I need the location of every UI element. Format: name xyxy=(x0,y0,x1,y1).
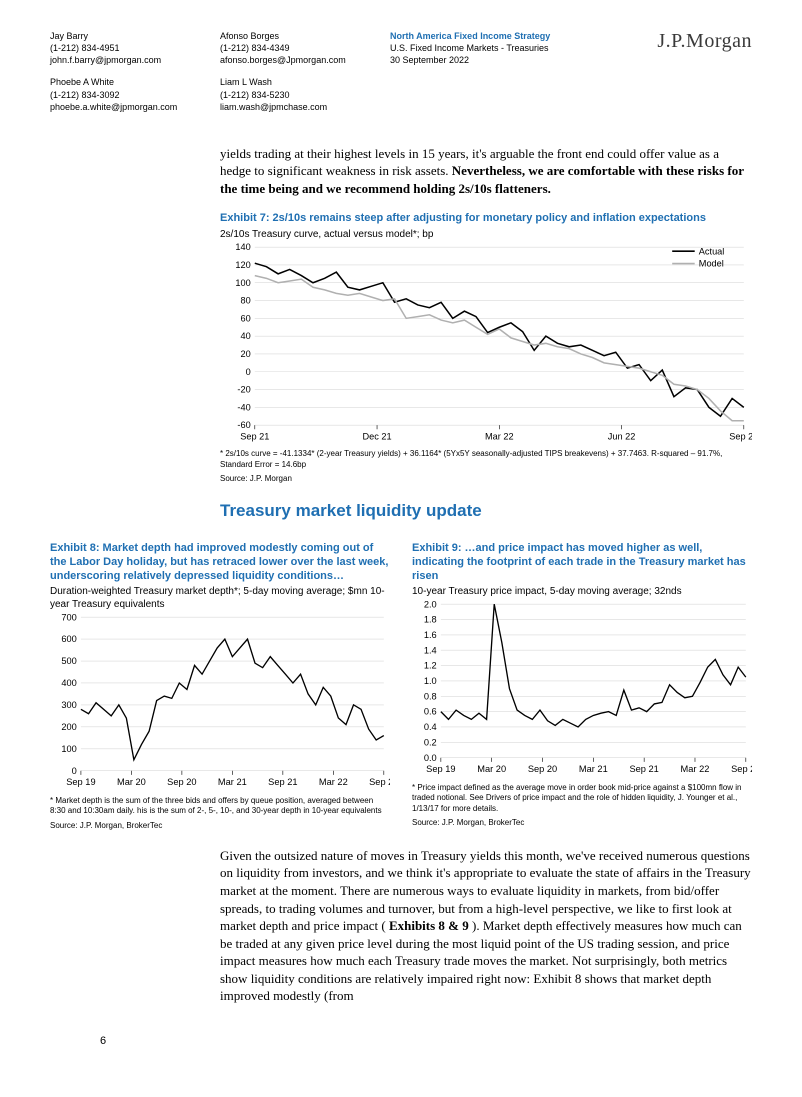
exhibit-row: Exhibit 8: Market depth had improved mod… xyxy=(50,527,752,831)
exhibit7-source: Source: J.P. Morgan xyxy=(220,474,752,484)
svg-text:2.0: 2.0 xyxy=(424,600,437,610)
contact-phone: (1-212) 834-5230 xyxy=(220,89,390,101)
contact-name: Jay Barry xyxy=(50,30,220,42)
svg-text:20: 20 xyxy=(240,349,250,359)
contact-phone: (1-212) 834-4349 xyxy=(220,42,390,54)
svg-text:400: 400 xyxy=(61,679,76,689)
exhibit8-title: Exhibit 8: Market depth had improved mod… xyxy=(50,541,390,584)
exhibit7-chart: -60 -40 -20 0 20 40 60 80 100 120 140 Sep 21 Dec 21 M… xyxy=(220,241,752,446)
svg-text:0.4: 0.4 xyxy=(424,723,437,733)
doc-title: North America Fixed Income Strategy xyxy=(390,30,590,42)
exhibit9-title: Exhibit 9: …and price impact has moved h… xyxy=(412,541,752,584)
contact-block-2: Afonso Borges (1-212) 834-4349 afonso.bo… xyxy=(220,30,390,66)
svg-text:Sep 22: Sep 22 xyxy=(731,765,752,775)
svg-text:100: 100 xyxy=(235,278,250,288)
contact-email: john.f.barry@jpmorgan.com xyxy=(50,54,220,66)
svg-text:1.8: 1.8 xyxy=(424,615,437,625)
svg-text:0: 0 xyxy=(72,766,77,776)
svg-text:60: 60 xyxy=(240,313,250,323)
svg-text:120: 120 xyxy=(235,260,250,270)
contact-phone: (1-212) 834-3092 xyxy=(50,89,220,101)
svg-text:-20: -20 xyxy=(237,384,250,394)
svg-text:Dec 21: Dec 21 xyxy=(362,431,391,441)
svg-text:Model: Model xyxy=(699,258,724,268)
svg-text:Mar 22: Mar 22 xyxy=(681,765,710,775)
svg-text:Jun 22: Jun 22 xyxy=(608,431,636,441)
exhibit9-note: * Price impact defined as the average mo… xyxy=(412,783,752,814)
svg-text:0.6: 0.6 xyxy=(424,707,437,717)
svg-text:0.8: 0.8 xyxy=(424,692,437,702)
svg-text:0.0: 0.0 xyxy=(424,753,437,763)
exhibit9-chart: 0.0 0.2 0.4 0.6 0.8 1.0 1.2 1.4 1.6 1.8 2.0 Sep 19 M… xyxy=(412,598,752,778)
svg-text:0.2: 0.2 xyxy=(424,738,437,748)
svg-text:Mar 20: Mar 20 xyxy=(477,765,506,775)
body2-bold: Exhibits 8 & 9 xyxy=(389,918,469,933)
svg-text:Sep 21: Sep 21 xyxy=(268,778,297,788)
svg-text:1.2: 1.2 xyxy=(424,661,437,671)
svg-text:Sep 22: Sep 22 xyxy=(729,431,752,441)
intro-paragraph: yields trading at their highest levels i… xyxy=(220,145,752,198)
contact-name: Phoebe A White xyxy=(50,76,220,88)
svg-text:600: 600 xyxy=(61,635,76,645)
svg-text:Mar 21: Mar 21 xyxy=(218,778,247,788)
svg-text:Sep 21: Sep 21 xyxy=(629,765,658,775)
svg-text:40: 40 xyxy=(240,331,250,341)
exhibit7-sub: 2s/10s Treasury curve, actual versus mod… xyxy=(220,228,752,241)
svg-text:500: 500 xyxy=(61,657,76,667)
exhibit8-chart: 0 100 200 300 400 500 600 700 Sep 19 Mar 20 Sep 20… xyxy=(50,611,390,791)
contact-email: phoebe.a.white@jpmorgan.com xyxy=(50,101,220,113)
svg-text:Sep 19: Sep 19 xyxy=(66,778,95,788)
svg-text:Actual: Actual xyxy=(699,246,725,256)
svg-text:Mar 22: Mar 22 xyxy=(485,431,514,441)
svg-text:Sep 22: Sep 22 xyxy=(369,778,390,788)
svg-text:Mar 20: Mar 20 xyxy=(117,778,146,788)
contact-name: Afonso Borges xyxy=(220,30,390,42)
exhibit7-title: Exhibit 7: 2s/10s remains steep after ad… xyxy=(220,211,752,225)
contact-block-1: Jay Barry (1-212) 834-4951 john.f.barry@… xyxy=(50,30,220,66)
svg-text:Sep 21: Sep 21 xyxy=(240,431,269,441)
contact-block-4: Liam L Wash (1-212) 834-5230 liam.wash@j… xyxy=(220,76,390,112)
page-header: Jay Barry (1-212) 834-4951 john.f.barry@… xyxy=(50,30,752,123)
svg-text:1.0: 1.0 xyxy=(424,676,437,686)
contact-email: liam.wash@jpmchase.com xyxy=(220,101,390,113)
body-paragraph-2: Given the outsized nature of moves in Tr… xyxy=(220,847,752,1005)
exhibit8-sub: Duration-weighted Treasury market depth*… xyxy=(50,585,390,611)
svg-text:80: 80 xyxy=(240,295,250,305)
doc-meta: North America Fixed Income Strategy U.S.… xyxy=(390,30,590,76)
svg-text:-40: -40 xyxy=(237,402,250,412)
svg-text:300: 300 xyxy=(61,700,76,710)
svg-text:Mar 21: Mar 21 xyxy=(579,765,608,775)
contact-phone: (1-212) 834-4951 xyxy=(50,42,220,54)
exhibit7-block: Exhibit 7: 2s/10s remains steep after ad… xyxy=(220,211,752,484)
exhibit9-source: Source: J.P. Morgan, BrokerTec xyxy=(412,818,752,828)
exhibit8-block: Exhibit 8: Market depth had improved mod… xyxy=(50,527,390,831)
svg-text:Sep 20: Sep 20 xyxy=(528,765,557,775)
svg-text:-60: -60 xyxy=(237,420,250,430)
contact-name: Liam L Wash xyxy=(220,76,390,88)
svg-text:Sep 20: Sep 20 xyxy=(167,778,196,788)
svg-text:Sep 19: Sep 19 xyxy=(426,765,455,775)
section-title: Treasury market liquidity update xyxy=(220,501,752,521)
doc-sub: U.S. Fixed Income Markets - Treasuries xyxy=(390,42,590,54)
svg-text:200: 200 xyxy=(61,722,76,732)
doc-date: 30 September 2022 xyxy=(390,54,590,66)
brand-logo: J.P.Morgan xyxy=(590,30,752,76)
svg-text:1.4: 1.4 xyxy=(424,646,437,656)
svg-text:1.6: 1.6 xyxy=(424,630,437,640)
exhibit8-source: Source: J.P. Morgan, BrokerTec xyxy=(50,821,390,831)
svg-text:0: 0 xyxy=(246,367,251,377)
contact-email: afonso.borges@Jpmorgan.com xyxy=(220,54,390,66)
exhibit9-sub: 10-year Treasury price impact, 5-day mov… xyxy=(412,585,752,598)
svg-text:100: 100 xyxy=(61,744,76,754)
contact-block-3: Phoebe A White (1-212) 834-3092 phoebe.a… xyxy=(50,76,220,112)
svg-text:140: 140 xyxy=(235,242,250,252)
exhibit9-block: Exhibit 9: …and price impact has moved h… xyxy=(412,527,752,831)
exhibit7-note: * 2s/10s curve = -41.1334* (2-year Treas… xyxy=(220,449,752,470)
svg-text:Mar 22: Mar 22 xyxy=(319,778,348,788)
exhibit8-note: * Market depth is the sum of the three b… xyxy=(50,796,390,817)
svg-text:700: 700 xyxy=(61,613,76,623)
